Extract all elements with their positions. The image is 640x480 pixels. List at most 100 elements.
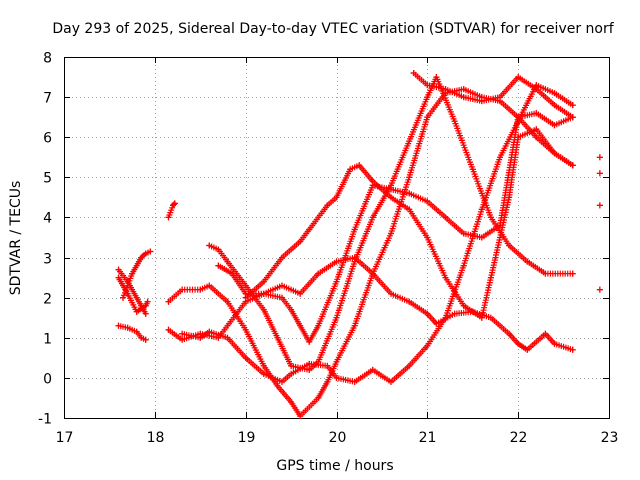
- data-point: [115, 322, 122, 329]
- data-point: [133, 328, 140, 335]
- data-point: [333, 314, 340, 321]
- data-point: [288, 306, 295, 313]
- data-point: [351, 378, 358, 385]
- data-point: [242, 282, 249, 289]
- series-track-i: [206, 74, 576, 373]
- data-point: [124, 290, 131, 297]
- data-point: [569, 114, 576, 121]
- series-track-k: [242, 126, 576, 321]
- data-point: [142, 336, 149, 343]
- data-point: [297, 413, 304, 419]
- data-point: [351, 226, 358, 233]
- data-point: [424, 198, 431, 205]
- data-point: [424, 114, 431, 121]
- data-point: [351, 258, 358, 265]
- data-point: [133, 294, 140, 301]
- data-point: [424, 82, 431, 89]
- x-tick-label: 20: [329, 430, 347, 446]
- y-axis-label: SDTVAR / TECUs: [8, 181, 24, 296]
- data-point: [533, 110, 540, 117]
- data-point: [260, 290, 267, 297]
- data-point: [206, 242, 213, 249]
- data-point: [260, 278, 267, 285]
- data-point: [242, 326, 249, 333]
- data-point: [460, 86, 467, 93]
- y-tick-label: 5: [43, 171, 52, 187]
- data-point: [406, 174, 413, 181]
- data-point: [451, 310, 458, 317]
- data-point: [297, 290, 304, 297]
- x-tick-label: 22: [510, 430, 528, 446]
- data-point: [369, 214, 376, 221]
- data-point: [515, 134, 522, 141]
- data-point: [138, 334, 145, 341]
- series-track-l: [410, 70, 576, 121]
- y-tick-label: 3: [43, 252, 52, 268]
- data-point: [433, 74, 440, 81]
- data-point: [124, 324, 131, 331]
- data-point: [165, 298, 172, 305]
- data-point: [542, 270, 549, 277]
- data-point: [388, 230, 394, 237]
- x-tick-label: 23: [601, 430, 619, 446]
- data-point: [142, 250, 149, 257]
- y-tick-label: -1: [38, 412, 52, 428]
- data-point: [129, 270, 136, 277]
- y-tick-label: 6: [43, 131, 52, 147]
- data-point: [197, 334, 204, 341]
- data-point: [274, 382, 281, 389]
- data-point: [451, 118, 458, 125]
- data-point: [147, 248, 154, 255]
- data-point: [224, 298, 231, 305]
- data-point: [478, 314, 485, 321]
- data-point: [333, 194, 340, 201]
- data-point: [215, 246, 222, 253]
- data-point: [333, 258, 340, 265]
- data-point: [260, 362, 267, 369]
- data-point: [260, 370, 267, 377]
- data-point: [478, 206, 485, 213]
- data-point: [260, 306, 267, 313]
- data-point: [115, 266, 122, 273]
- data-point: [324, 362, 331, 369]
- data-point: [569, 102, 576, 109]
- data-point: [306, 360, 313, 367]
- data-point: [478, 234, 485, 241]
- data-point: [569, 162, 576, 169]
- data-point: [324, 202, 331, 209]
- data-point: [442, 214, 449, 221]
- data-point: [569, 270, 576, 277]
- chart-title: Day 293 of 2025, Sidereal Day-to-day VTE…: [52, 21, 614, 37]
- data-point: [506, 330, 513, 337]
- series-track-c: [115, 274, 151, 315]
- data-point: [524, 258, 531, 265]
- data-point: [551, 340, 558, 347]
- data-point: [406, 362, 413, 369]
- data-point: [410, 70, 417, 76]
- data-point: [497, 94, 503, 101]
- data-point: [242, 354, 249, 361]
- data-point: [165, 326, 172, 333]
- data-point: [497, 154, 503, 161]
- data-point: [315, 270, 322, 277]
- data-point: [533, 86, 540, 93]
- data-point: [442, 314, 449, 321]
- data-point: [487, 274, 494, 281]
- data-point: [506, 194, 513, 201]
- x-tick-label: 19: [238, 430, 256, 446]
- data-point: [388, 194, 394, 201]
- data-point: [315, 394, 322, 401]
- data-point: [279, 378, 285, 385]
- data-point: [424, 94, 431, 101]
- data-point: [388, 290, 394, 297]
- data-point: [279, 254, 285, 261]
- y-tick-label: 7: [43, 91, 52, 107]
- data-point: [469, 166, 476, 173]
- data-point: [551, 102, 558, 109]
- data-point: [406, 138, 413, 145]
- data-point: [144, 298, 151, 305]
- data-point: [388, 378, 394, 385]
- series-track-d: [120, 248, 154, 301]
- data-point: [179, 286, 186, 293]
- data-point: [133, 308, 140, 315]
